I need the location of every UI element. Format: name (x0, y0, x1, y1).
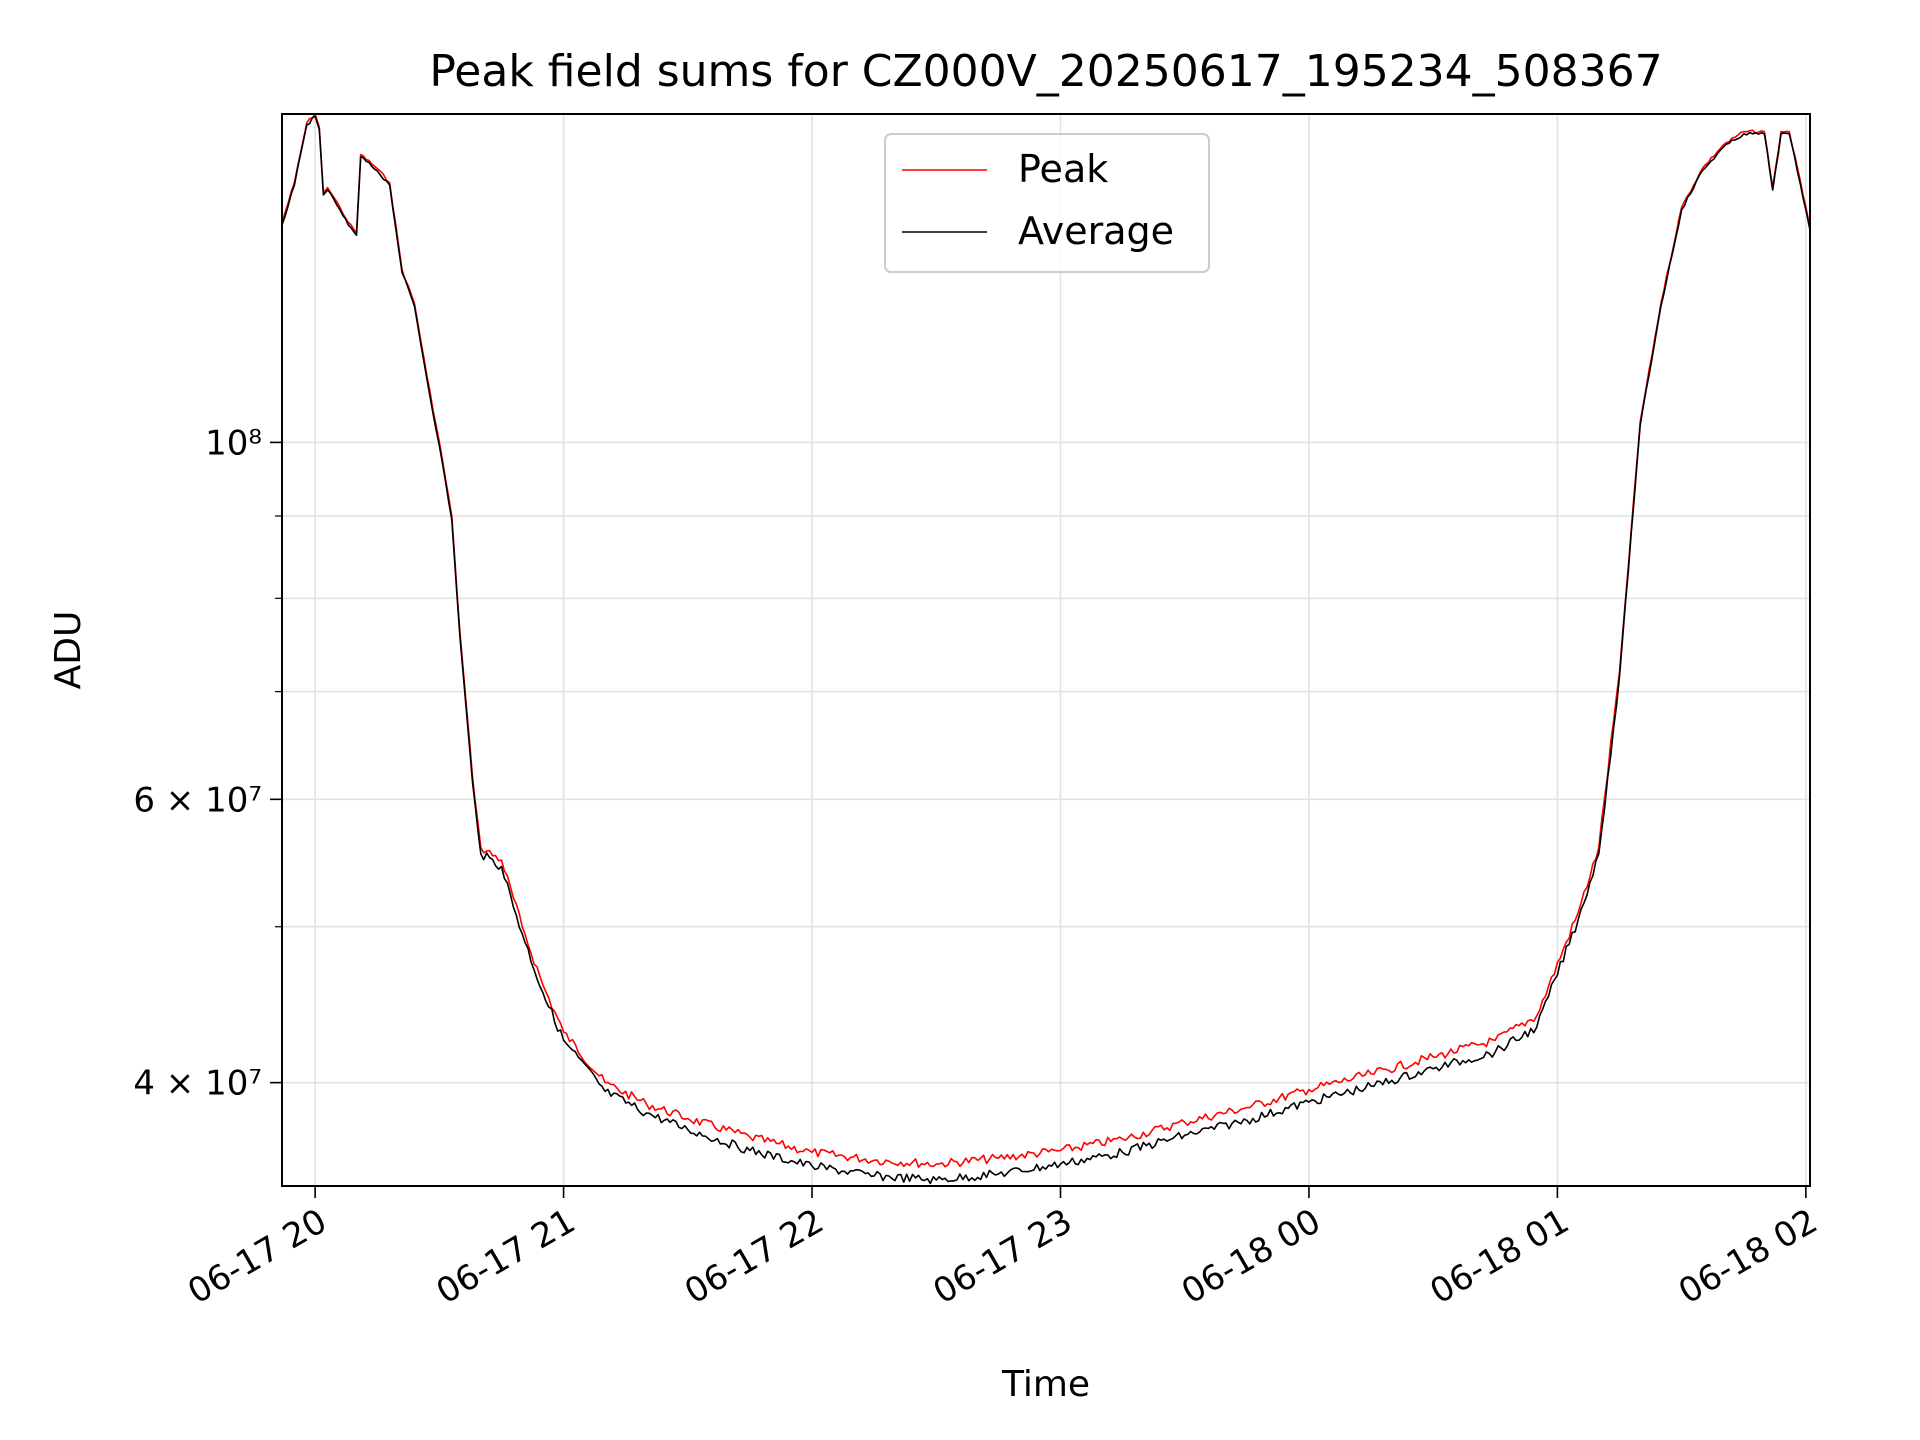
x-tick-label-5: 06-18 01 (1424, 1201, 1576, 1312)
legend-box (884, 133, 1210, 273)
chart-title: Peak field sums for CZ000V_20250617_1952… (429, 46, 1662, 97)
x-tick-label-3: 06-17 23 (927, 1201, 1079, 1312)
x-tick-label-6: 06-18 02 (1672, 1201, 1824, 1312)
legend-label-average: Average (1018, 209, 1174, 253)
plot-series (281, 113, 1811, 1185)
x-tick-label-4: 06-18 00 (1175, 1201, 1327, 1312)
x-tick-label-2: 06-17 22 (678, 1201, 830, 1312)
x-tick-label-0: 06-17 20 (181, 1201, 333, 1312)
grid (282, 114, 1810, 1186)
legend: Peak Average (884, 133, 1210, 273)
x-axis-ticks: 06-17 20 06-17 21 06-17 22 06-17 23 06-18 00… (181, 1186, 1824, 1312)
y-axis-label: ADU (48, 611, 89, 690)
x-axis-label: Time (1001, 1364, 1090, 1405)
legend-label-peak: Peak (1018, 147, 1108, 191)
series-line-peak (281, 113, 1811, 1168)
y-axis-ticks: 4 × 10⁷ 6 × 10⁷ 10⁸ (133, 423, 282, 1104)
y-tick-label-0: 4 × 10⁷ (133, 1064, 262, 1104)
y-tick-label-1: 6 × 10⁷ (133, 780, 262, 820)
series-line-average (281, 115, 1811, 1185)
plot-frame (281, 113, 1811, 1187)
x-tick-label-1: 06-17 21 (430, 1201, 582, 1312)
y-tick-label-2: 10⁸ (205, 423, 262, 463)
